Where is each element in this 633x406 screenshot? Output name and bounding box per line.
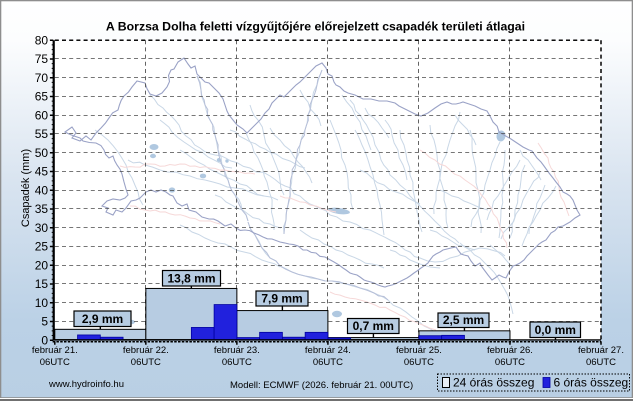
svg-text:40: 40 <box>35 183 49 197</box>
svg-text:65: 65 <box>35 90 49 104</box>
svg-text:24 órás összeg: 24 órás összeg <box>453 376 534 390</box>
svg-text:2,9 mm: 2,9 mm <box>82 312 123 326</box>
svg-text:55: 55 <box>35 127 49 141</box>
svg-text:75: 75 <box>35 52 49 66</box>
svg-text:15: 15 <box>35 277 49 291</box>
svg-text:50: 50 <box>35 146 49 160</box>
svg-text:február 25.: február 25. <box>396 345 442 356</box>
svg-text:06UTC: 06UTC <box>131 357 161 368</box>
svg-text:február 22.: február 22. <box>123 345 169 356</box>
svg-text:február 21.: február 21. <box>32 345 78 356</box>
svg-text:13,8 mm: 13,8 mm <box>167 272 215 286</box>
svg-text:10: 10 <box>35 296 49 310</box>
svg-text:7,9 mm: 7,9 mm <box>261 292 302 306</box>
svg-text:2,5 mm: 2,5 mm <box>443 313 484 327</box>
svg-text:25: 25 <box>35 240 49 254</box>
svg-text:Modell: ECMWF (2026. február 2: Modell: ECMWF (2026. február 21. 00UTC) <box>230 380 413 391</box>
svg-text:06UTC: 06UTC <box>313 357 343 368</box>
svg-text:február 27.: február 27. <box>578 345 624 356</box>
svg-text:30: 30 <box>35 221 49 235</box>
svg-text:35: 35 <box>35 202 49 216</box>
svg-text:Csapadék (mm): Csapadék (mm) <box>20 149 32 227</box>
svg-text:20: 20 <box>35 258 49 272</box>
svg-text:www.hydroinfo.hu: www.hydroinfo.hu <box>48 379 124 390</box>
svg-text:0,7 mm: 0,7 mm <box>353 319 394 333</box>
svg-text:február 23.: február 23. <box>214 345 260 356</box>
svg-text:80: 80 <box>35 33 49 47</box>
svg-text:70: 70 <box>35 71 49 85</box>
svg-text:A Borzsa Dolha feletti vízgyűj: A Borzsa Dolha feletti vízgyűjtőjére elő… <box>106 20 525 34</box>
svg-text:60: 60 <box>35 108 49 122</box>
svg-text:február 24.: február 24. <box>305 345 351 356</box>
svg-text:február 26.: február 26. <box>487 345 533 356</box>
svg-text:06UTC: 06UTC <box>222 357 252 368</box>
svg-text:6 órás összeg: 6 órás összeg <box>554 376 629 390</box>
svg-text:5: 5 <box>41 315 48 329</box>
svg-text:06UTC: 06UTC <box>40 357 70 368</box>
svg-text:0,0 mm: 0,0 mm <box>535 323 576 337</box>
svg-text:06UTC: 06UTC <box>586 357 616 368</box>
svg-text:0: 0 <box>41 333 48 347</box>
svg-text:06UTC: 06UTC <box>404 357 434 368</box>
svg-text:45: 45 <box>35 165 49 179</box>
svg-text:06UTC: 06UTC <box>495 357 525 368</box>
